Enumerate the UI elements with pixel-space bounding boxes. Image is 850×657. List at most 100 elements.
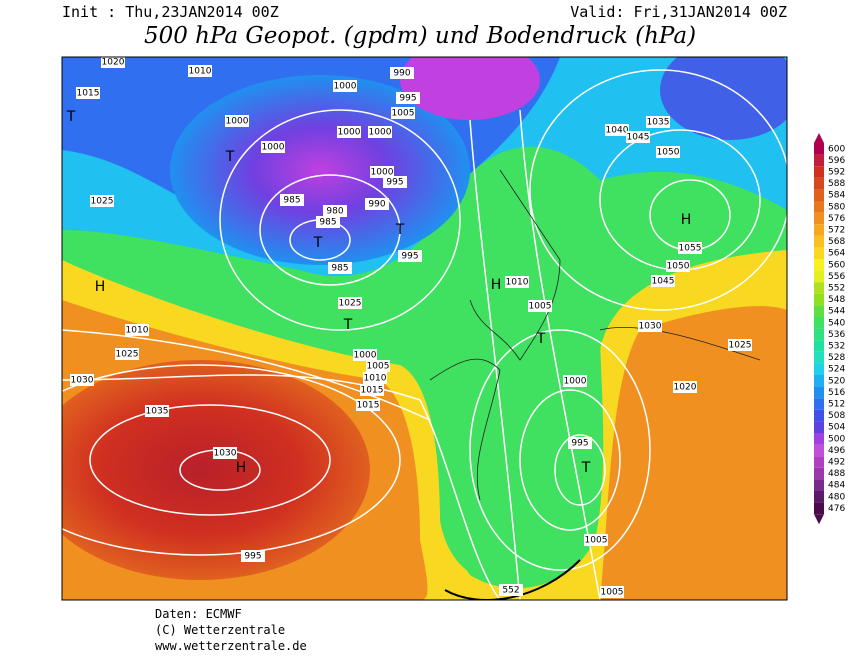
- legend-label: 592: [828, 168, 845, 178]
- legend-swatch: [814, 235, 824, 248]
- isobar-label: 1015: [77, 89, 100, 99]
- legend-swatch: [814, 212, 824, 225]
- legend-label: 568: [828, 237, 845, 247]
- legend-swatch: [814, 479, 824, 491]
- footer-url: www.wetterzentrale.de: [155, 639, 307, 653]
- legend-label: 588: [828, 179, 845, 189]
- legend-label: 580: [828, 202, 845, 212]
- legend-cap-bottom: [814, 514, 824, 525]
- legend-label: 484: [828, 481, 845, 491]
- legend-swatch: [814, 421, 824, 433]
- pressure-center: T: [581, 460, 591, 476]
- map-title: 500 hPa Geopot. (gpdm) und Bodendruck (h…: [144, 23, 696, 49]
- isobar-label: 1025: [339, 299, 362, 309]
- footer-copyright: (C) Wetterzentrale: [155, 623, 285, 637]
- isobar-label: 995: [399, 94, 416, 104]
- legend-label: 572: [828, 226, 845, 236]
- isobar-label-bg: [398, 250, 422, 262]
- isobar-label: 995: [571, 439, 588, 449]
- legend-label: 504: [828, 423, 845, 433]
- isobar-label: 1010: [126, 326, 149, 336]
- legend-cap-top: [814, 133, 824, 143]
- legend-swatch: [814, 363, 824, 375]
- legend-swatch: [814, 143, 824, 155]
- isobar-label-bg: [673, 381, 697, 393]
- isobar-label: 1010: [506, 278, 529, 288]
- footer-source: Daten: ECMWF: [155, 607, 242, 621]
- legend-swatch: [814, 351, 824, 364]
- legend-swatch: [814, 317, 824, 329]
- isobar-label-bg: [225, 115, 249, 127]
- legend-swatch: [814, 398, 824, 410]
- legend-swatch: [814, 270, 824, 283]
- isobar-label-bg: [356, 399, 380, 411]
- isobar-label-bg: [241, 550, 265, 562]
- isobar-label: 1000: [354, 351, 377, 361]
- isobar-label: 1000: [262, 143, 285, 153]
- legend-label: 524: [828, 365, 845, 375]
- legend-label: 516: [828, 388, 845, 398]
- legend-swatch: [814, 467, 824, 480]
- legend-label: 556: [828, 272, 845, 282]
- isobar-label: 552: [502, 586, 519, 596]
- legend-swatch: [814, 502, 824, 515]
- isobar-label: 1000: [369, 128, 392, 138]
- isobar-label: 1000: [564, 377, 587, 387]
- isobar-label-bg: [505, 276, 529, 288]
- isobar-label: 995: [401, 252, 418, 262]
- legend-swatch: [814, 247, 824, 259]
- isobar-label: 1000: [334, 82, 357, 92]
- legend-label: 548: [828, 295, 845, 305]
- legend-label: 496: [828, 446, 845, 456]
- isobar-label-bg: [261, 141, 285, 153]
- legend-label: 528: [828, 353, 845, 363]
- isobar-label: 985: [283, 196, 300, 206]
- isobar-label-bg: [584, 534, 608, 546]
- isobar-label-bg: [390, 67, 414, 79]
- legend-swatch: [814, 154, 824, 167]
- isobar-label-bg: [328, 262, 352, 274]
- legend-label: 552: [828, 284, 845, 294]
- isobar-label: 1005: [601, 588, 624, 598]
- isobar-label-bg: [101, 57, 125, 68]
- legend-label: 512: [828, 400, 845, 410]
- legend-swatch: [814, 259, 824, 271]
- legend-label: 536: [828, 330, 845, 340]
- legend-label: 532: [828, 342, 845, 352]
- isobar-label-bg: [600, 586, 624, 598]
- pressure-center: T: [536, 331, 546, 347]
- isobar-label: 995: [244, 552, 261, 562]
- legend-label: 480: [828, 492, 845, 502]
- legend-label: 564: [828, 249, 845, 259]
- isobar-label-bg: [366, 360, 390, 372]
- isobar-label: 1050: [667, 262, 690, 272]
- legend-label: 560: [828, 260, 845, 270]
- isobar-label-bg: [70, 374, 94, 386]
- legend-swatch: [814, 189, 824, 201]
- legend-swatch: [814, 433, 824, 445]
- legend-swatch: [814, 491, 824, 503]
- pressure-center: T: [395, 222, 405, 238]
- isobar-label-bg: [360, 384, 384, 396]
- legend-swatch: [814, 166, 824, 178]
- isobar-label-bg: [651, 275, 675, 287]
- isobar-label-bg: [333, 80, 357, 92]
- isobar-label: 1000: [371, 168, 394, 178]
- legend-swatch: [814, 375, 824, 387]
- isobar-label-bg: [528, 300, 552, 312]
- isobar-label: 1010: [189, 67, 212, 77]
- legend-label: 540: [828, 318, 845, 328]
- legend-swatch: [814, 386, 824, 399]
- isobar-label-bg: [145, 405, 169, 417]
- legend-swatch: [814, 177, 824, 190]
- legend-swatch: [814, 444, 824, 457]
- legend-swatch: [814, 201, 824, 213]
- legend-label: 492: [828, 458, 845, 468]
- isobar-label: 1000: [226, 117, 249, 127]
- isobar-label: 1010: [364, 374, 387, 384]
- map-frame: [61, 56, 788, 601]
- isobar-label-bg: [337, 126, 361, 138]
- isobar-label: 1020: [102, 58, 125, 68]
- isobar-label: 1055: [679, 244, 702, 254]
